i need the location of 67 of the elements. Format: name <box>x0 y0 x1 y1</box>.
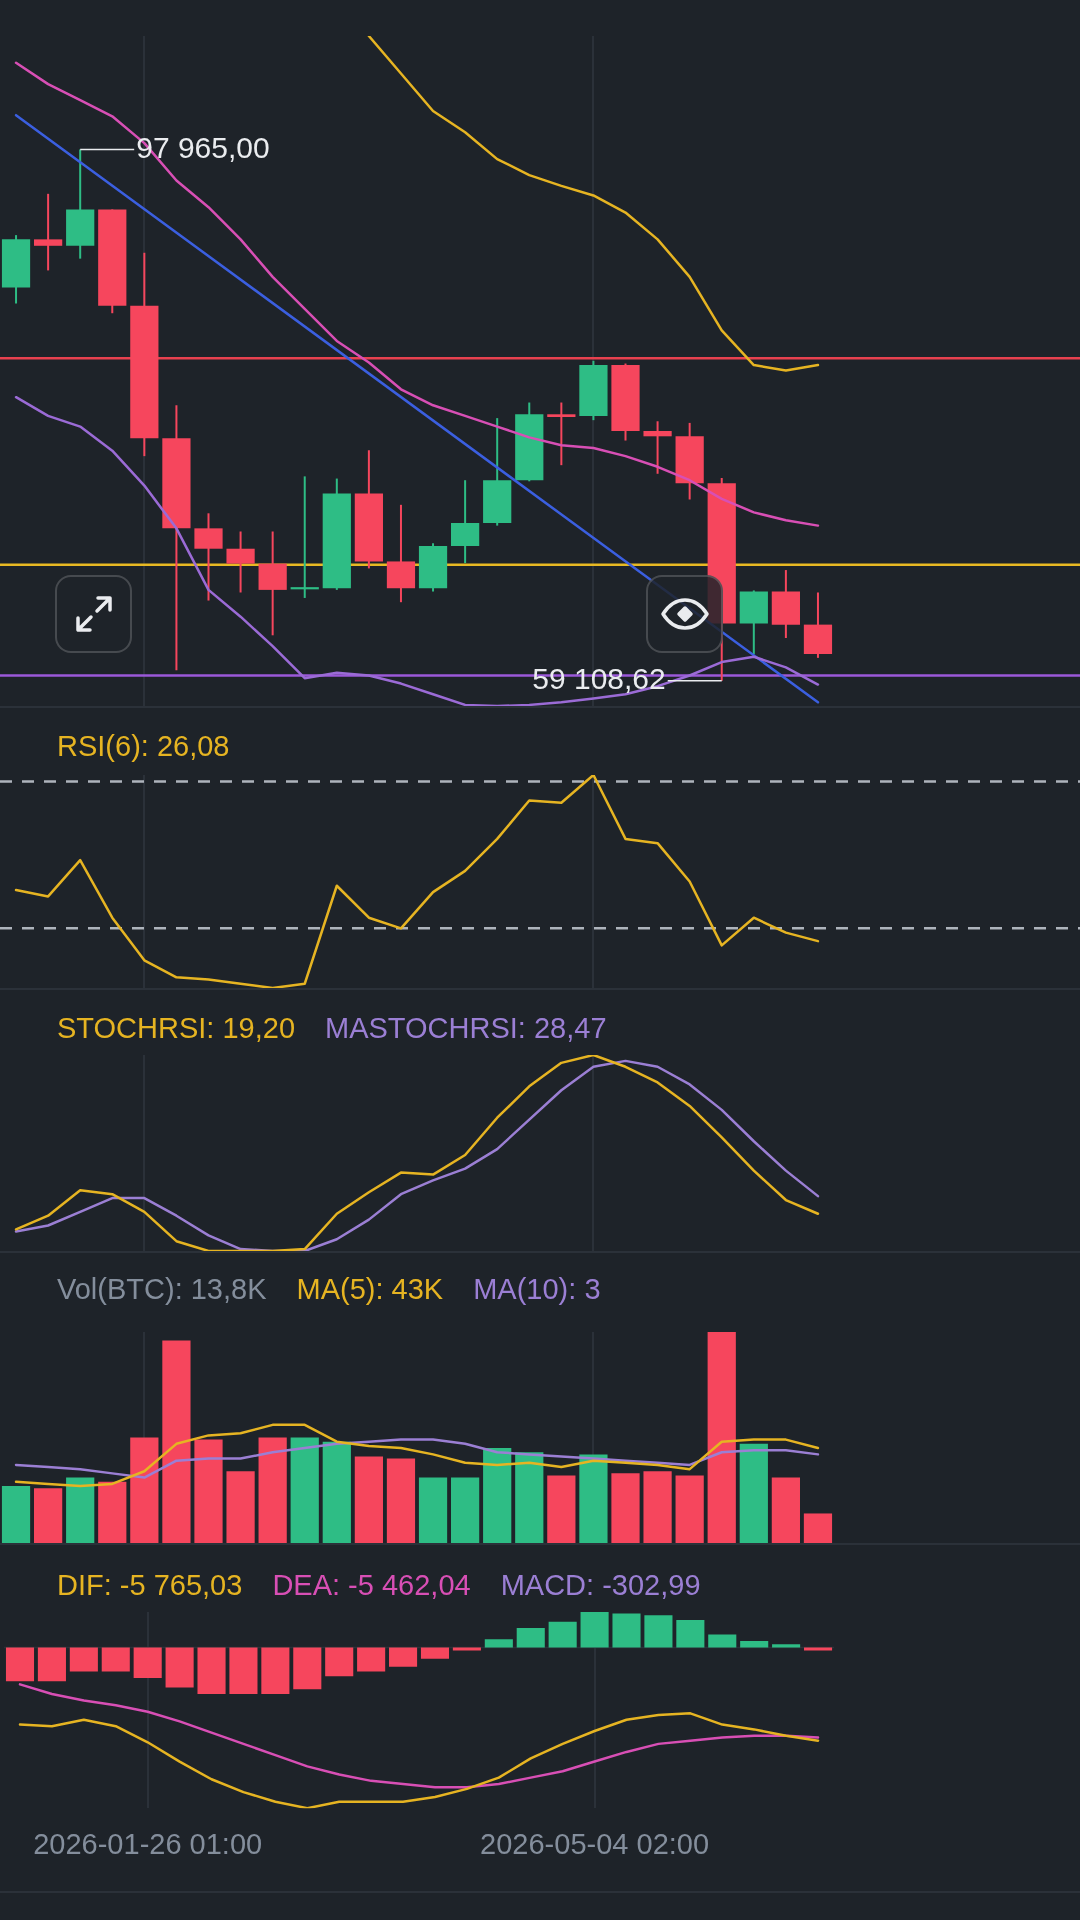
bar <box>130 1437 159 1543</box>
bar <box>69 1647 98 1672</box>
bar <box>739 1443 768 1543</box>
bar <box>37 1647 66 1682</box>
bar <box>643 1471 672 1543</box>
x-tick-label: 2026-01-26 01:00 <box>33 1827 263 1860</box>
bar <box>258 1437 287 1543</box>
bar <box>611 1473 640 1543</box>
bar <box>197 1647 226 1695</box>
text: DEA: -5 462,04 <box>272 1569 471 1601</box>
bar <box>451 1477 480 1543</box>
bar <box>5 1647 35 1682</box>
bar <box>547 1475 576 1543</box>
bar <box>580 1612 609 1648</box>
bar <box>1 1486 31 1543</box>
bar <box>740 1640 769 1648</box>
text: RSI(6): 26,08 <box>57 730 230 762</box>
bar <box>98 1481 127 1543</box>
candlestick <box>34 192 63 272</box>
bar <box>420 1647 450 1659</box>
candlestick <box>290 475 319 599</box>
text: STOCHRSI: 19,20 <box>57 1012 296 1044</box>
bar <box>484 1639 513 1648</box>
bar <box>483 1448 512 1543</box>
bar <box>548 1621 577 1648</box>
bar <box>66 1477 95 1543</box>
bar <box>389 1647 418 1667</box>
series-label: MACD: -302,99 <box>500 1569 701 1601</box>
bar <box>418 1477 448 1543</box>
bar <box>803 1647 833 1651</box>
candlestick <box>643 420 672 475</box>
bar <box>290 1437 319 1543</box>
bar <box>708 1634 737 1648</box>
bar <box>162 1340 191 1543</box>
bar <box>101 1647 130 1672</box>
text: DIF: -5 765,03 <box>57 1569 243 1601</box>
bar <box>354 1456 383 1543</box>
bar <box>293 1647 322 1690</box>
bar <box>675 1475 704 1543</box>
bar <box>612 1613 641 1648</box>
series-label: Vol(BTC): 13,8K <box>57 1273 267 1305</box>
bar <box>194 1439 223 1543</box>
bar <box>707 1332 736 1543</box>
x-tick-label: 2026-05-04 02:00 <box>480 1827 710 1860</box>
bar <box>803 1513 833 1543</box>
bar <box>226 1471 255 1543</box>
bar <box>261 1647 290 1695</box>
bar <box>322 1441 351 1543</box>
text: MA(10): 3 <box>473 1273 601 1305</box>
bar <box>516 1628 545 1648</box>
candlestick <box>547 401 576 467</box>
bar <box>325 1647 354 1677</box>
series-label: MASTOCHRSI: 28,47 <box>325 1012 607 1044</box>
bar <box>579 1454 608 1543</box>
text: MA(5): 43K <box>296 1273 444 1305</box>
bar <box>357 1647 386 1672</box>
bar <box>771 1477 800 1543</box>
bar <box>229 1647 258 1695</box>
bar <box>386 1458 416 1543</box>
bar <box>133 1647 162 1678</box>
bar <box>165 1647 194 1688</box>
bar <box>515 1452 544 1543</box>
bar <box>676 1620 705 1648</box>
bar <box>644 1615 673 1648</box>
bar <box>34 1488 63 1543</box>
bar <box>452 1647 481 1651</box>
bar <box>772 1644 801 1648</box>
